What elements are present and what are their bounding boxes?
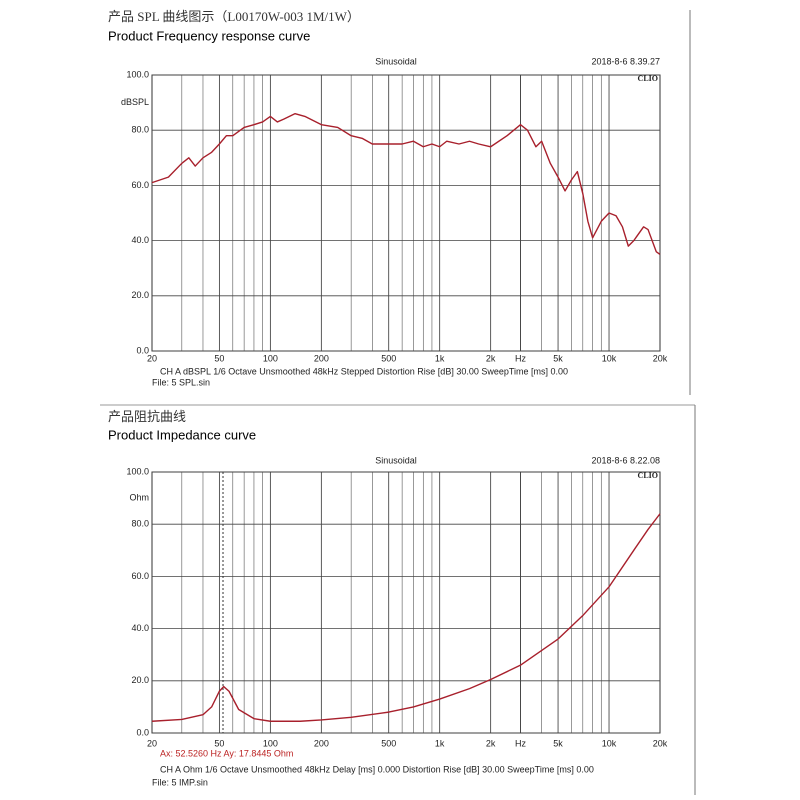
y-tick-label: 40.0: [131, 235, 149, 245]
x-tick-label: 200: [314, 353, 329, 363]
x-tick-label: 5k: [553, 353, 563, 363]
y-tick-label: 20.0: [131, 675, 149, 685]
x-tick-label: 200: [314, 738, 329, 748]
x-tick-label: 20k: [653, 738, 668, 748]
brand: CLIO: [638, 471, 658, 480]
plot-area: [151, 74, 661, 352]
chart-subtitle: Product Impedance curve: [108, 427, 256, 442]
file-name: File: 5 SPL.sin: [152, 377, 210, 387]
file-name: File: 5 IMP.sin: [152, 777, 208, 787]
x-tick-label: 100: [263, 353, 278, 363]
y-unit: Ohm: [129, 492, 149, 502]
x-tick-label: 50: [214, 738, 224, 748]
x-tick-label: 100: [263, 738, 278, 748]
x-tick-label: 1k: [435, 738, 445, 748]
cursor-readout: Ax: 52.5260 Hz Ay: 17.8445 Ohm: [160, 748, 293, 758]
x-tick-label: 20: [147, 353, 157, 363]
y-tick-label: 100.0: [126, 69, 149, 79]
x-tick-label: 10k: [602, 353, 617, 363]
x-tick-label: Hz: [515, 353, 526, 363]
y-tick-label: 60.0: [131, 571, 149, 581]
y-tick-label: 40.0: [131, 623, 149, 633]
x-tick-label: 50: [214, 353, 224, 363]
x-tick-label: 500: [381, 353, 396, 363]
chart-title: 产品阻抗曲线: [108, 409, 186, 424]
x-tick-label: 2k: [486, 353, 496, 363]
y-tick-label: 80.0: [131, 125, 149, 135]
x-tick-label: 5k: [553, 738, 563, 748]
y-tick-label: 60.0: [131, 180, 149, 190]
header: Sinusoidal: [375, 56, 417, 66]
timestamp: 2018-8-6 8.39.27: [591, 56, 660, 66]
plot-area: [151, 471, 661, 734]
y-unit: dBSPL: [121, 97, 149, 107]
x-tick-label: 1k: [435, 353, 445, 363]
curve: [151, 513, 661, 722]
footer: CH A dBSPL 1/6 Octave Unsmoothed 48kHz S…: [160, 366, 568, 376]
x-tick-label: 2k: [486, 738, 496, 748]
footer: CH A Ohm 1/6 Octave Unsmoothed 48kHz Del…: [160, 764, 594, 774]
x-tick-label: 10k: [602, 738, 617, 748]
header: Sinusoidal: [375, 455, 417, 465]
timestamp: 2018-8-6 8.22.08: [591, 455, 660, 465]
chart-subtitle: Product Frequency response curve: [108, 28, 310, 43]
y-tick-label: 0.0: [136, 345, 149, 355]
brand: CLIO: [638, 74, 658, 83]
y-tick-label: 20.0: [131, 290, 149, 300]
y-tick-label: 80.0: [131, 519, 149, 529]
x-tick-label: 20: [147, 738, 157, 748]
curve: [151, 112, 661, 255]
x-tick-label: Hz: [515, 738, 526, 748]
y-tick-label: 0.0: [136, 727, 149, 737]
chart-title: 产品 SPL 曲线图示（L00170W-003 1M/1W）: [108, 9, 360, 24]
x-tick-label: 500: [381, 738, 396, 748]
y-tick-label: 100.0: [126, 466, 149, 476]
x-tick-label: 20k: [653, 353, 668, 363]
